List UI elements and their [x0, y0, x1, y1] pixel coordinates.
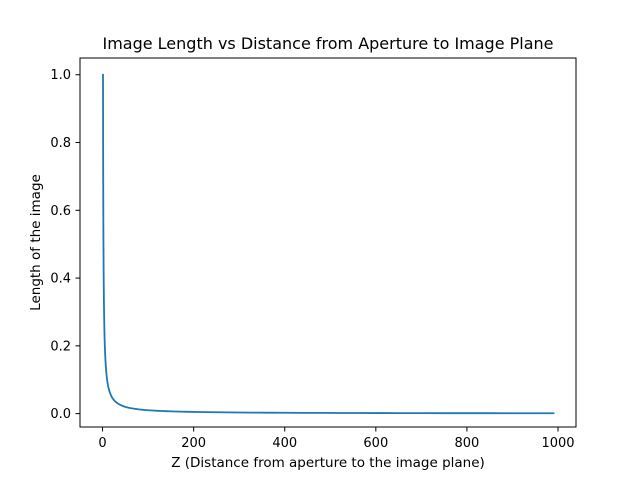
x-axis: 0 200 400 600 800 1000 [98, 427, 575, 451]
y-axis: 0.0 0.2 0.4 0.6 0.8 1.0 [50, 68, 80, 422]
plot-area [102, 73, 555, 415]
x-tick-label: 200 [181, 436, 206, 451]
y-tick-label: 0.6 [50, 204, 71, 219]
y-tick-label: 0.4 [50, 272, 71, 287]
x-tick-label: 0 [98, 436, 106, 451]
x-axis-title: Z (Distance from aperture to the image p… [171, 455, 485, 471]
x-tick-label: 600 [363, 436, 388, 451]
y-axis-title: Length of the image [28, 174, 44, 311]
y-tick-label: 0.0 [50, 407, 71, 422]
x-tick-label: 800 [455, 436, 480, 451]
y-tick-label: 1.0 [50, 68, 71, 83]
y-tick-label: 0.8 [50, 136, 71, 151]
x-tick-label: 400 [272, 436, 297, 451]
y-tick-label: 0.2 [50, 339, 71, 354]
series-line-1 [102, 73, 555, 415]
chart-title: Image Length vs Distance from Aperture t… [102, 34, 553, 53]
axes-frame [79, 57, 577, 428]
x-tick-label: 1000 [541, 436, 574, 451]
